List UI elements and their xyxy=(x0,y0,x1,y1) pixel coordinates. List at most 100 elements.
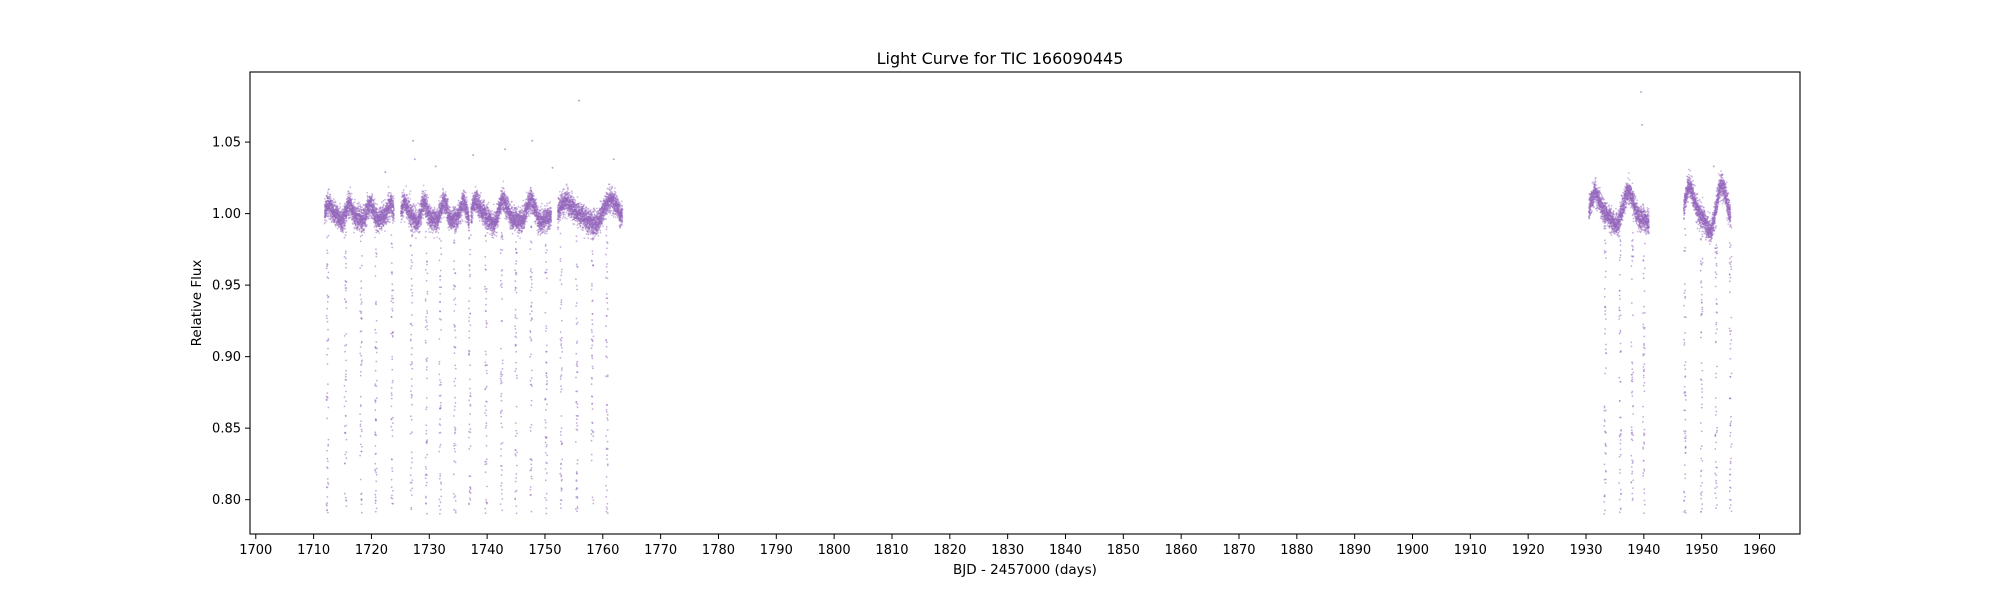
flux-point xyxy=(331,213,334,215)
flux-point xyxy=(329,208,331,211)
flux-point xyxy=(325,205,328,208)
flux-point xyxy=(324,202,327,205)
flux-point xyxy=(325,201,328,204)
flux-point xyxy=(327,199,329,202)
flux-point xyxy=(330,214,332,217)
flux-point xyxy=(333,212,336,215)
flux-point xyxy=(332,203,335,206)
flux-point xyxy=(325,194,328,197)
flux-point xyxy=(461,211,463,214)
flux-point xyxy=(479,194,482,197)
flux-point xyxy=(420,221,423,224)
flux-point xyxy=(445,194,448,197)
flux-point xyxy=(325,211,327,214)
flux-point xyxy=(328,203,330,206)
flux-point xyxy=(325,207,327,210)
flux-point xyxy=(380,225,383,228)
flux-point xyxy=(324,211,327,214)
flux-point xyxy=(422,214,425,216)
flux-point xyxy=(327,208,330,211)
flux-point xyxy=(328,197,331,200)
flux-point xyxy=(328,206,331,209)
flux-point xyxy=(331,203,333,205)
flux-point xyxy=(328,204,331,207)
flux-point xyxy=(347,190,350,193)
flux-point xyxy=(333,220,336,222)
flux-point xyxy=(325,206,328,209)
flux-point xyxy=(327,206,330,209)
flux-point xyxy=(331,210,334,213)
flux-point xyxy=(329,204,331,206)
flux-point xyxy=(330,210,333,213)
flux-point xyxy=(471,215,474,218)
flux-point xyxy=(371,194,374,197)
flux-point xyxy=(327,197,330,200)
flux-point xyxy=(328,203,330,206)
flux-point xyxy=(328,201,331,203)
flux-point xyxy=(392,214,395,217)
flux-point xyxy=(328,197,331,199)
flux-point xyxy=(433,237,435,239)
flux-point xyxy=(448,229,450,231)
flux-point xyxy=(382,199,385,202)
flux-point xyxy=(332,212,335,215)
flux-point xyxy=(329,207,331,210)
flux-point xyxy=(333,213,335,216)
flux-point xyxy=(409,190,412,193)
flux-point xyxy=(334,201,337,204)
flux-point xyxy=(332,214,335,216)
flux-point xyxy=(332,210,335,212)
flux-point xyxy=(327,213,330,215)
flux-point xyxy=(330,201,333,204)
flux-point xyxy=(331,213,334,216)
flux-point xyxy=(331,211,334,214)
flux-point xyxy=(331,199,334,202)
flux-point xyxy=(325,211,328,214)
flux-point xyxy=(331,205,334,207)
flux-point xyxy=(465,201,468,204)
flux-point xyxy=(327,188,330,191)
flux-point xyxy=(325,207,327,210)
flux-point xyxy=(326,203,328,206)
flux-point xyxy=(393,220,395,222)
flux-point xyxy=(409,197,412,200)
flux-point xyxy=(425,198,428,200)
flux-point xyxy=(333,211,336,213)
flux-point xyxy=(333,211,336,214)
flux-point xyxy=(330,211,333,214)
flux-point xyxy=(330,210,333,212)
flux-point xyxy=(325,219,328,222)
flux-point xyxy=(334,224,337,226)
flux-point xyxy=(332,209,335,212)
flux-point xyxy=(384,198,386,201)
flux-point xyxy=(326,204,329,207)
flux-point xyxy=(328,200,330,202)
flux-point xyxy=(457,199,460,202)
flux-point xyxy=(325,205,328,208)
flux-point xyxy=(327,205,330,208)
flux-point xyxy=(324,216,326,219)
flux-point xyxy=(331,215,334,218)
flux-point xyxy=(328,218,330,220)
flux-point xyxy=(366,191,369,194)
flux-point xyxy=(323,222,326,225)
flux-point xyxy=(433,206,436,209)
flux-point xyxy=(324,201,327,204)
flux-point xyxy=(330,206,333,209)
flux-point xyxy=(390,192,392,194)
flux-point xyxy=(442,188,445,191)
flux-point xyxy=(329,204,332,207)
flux-point xyxy=(429,231,432,234)
flux-point xyxy=(332,215,335,218)
flux-point xyxy=(333,218,336,221)
flux-point xyxy=(325,208,328,210)
flux-point xyxy=(324,217,327,219)
flux-point xyxy=(324,205,326,208)
flux-point xyxy=(325,209,328,212)
flux-point xyxy=(329,210,332,213)
flux-point xyxy=(332,206,334,209)
flux-point xyxy=(326,202,328,204)
flux-point xyxy=(380,227,383,230)
flux-point xyxy=(326,210,328,212)
flux-point xyxy=(332,216,334,219)
